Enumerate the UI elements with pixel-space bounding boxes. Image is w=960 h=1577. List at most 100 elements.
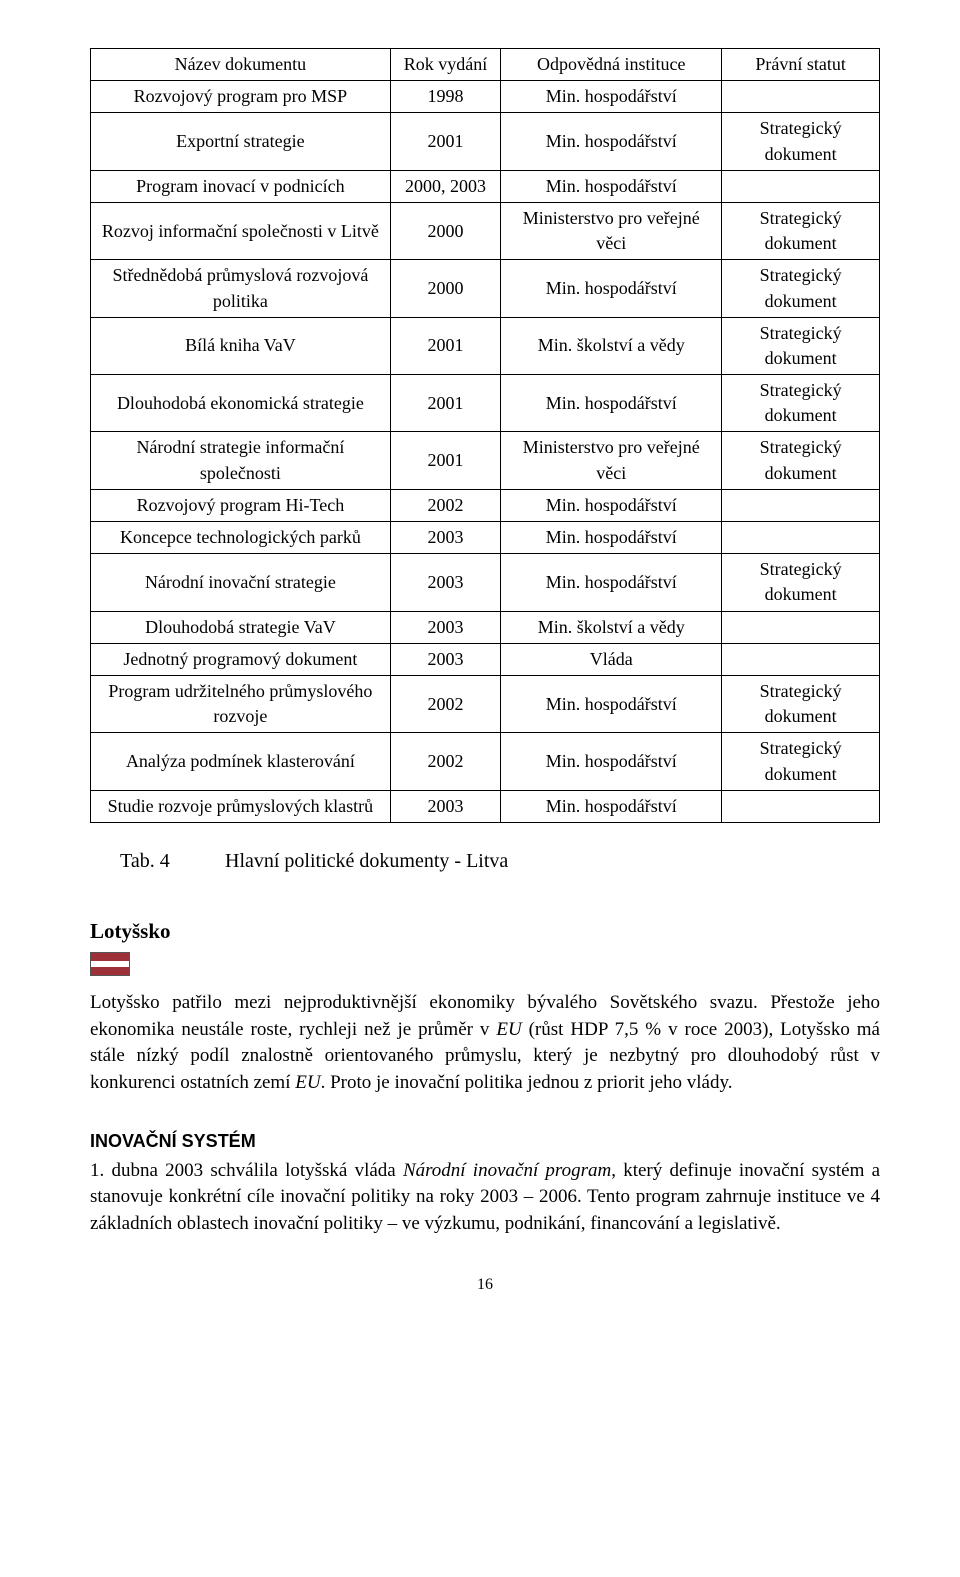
table-row: Jednotný programový dokument2003Vláda	[91, 643, 880, 675]
paragraph-2: 1. dubna 2003 schválila lotyšská vláda N…	[90, 1158, 880, 1238]
page-number: 16	[90, 1274, 880, 1296]
caption-label: Tab. 4	[120, 847, 220, 875]
cell-status	[722, 790, 880, 822]
cell-inst: Ministerstvo pro veřejné věci	[501, 202, 722, 259]
cell-name: Dlouhodobá strategie VaV	[91, 611, 391, 643]
cell-year: 2003	[390, 554, 500, 611]
table-row: Studie rozvoje průmyslových klastrů2003M…	[91, 790, 880, 822]
cell-status: Strategický dokument	[722, 432, 880, 489]
cell-inst: Ministerstvo pro veřejné věci	[501, 432, 722, 489]
cell-status: Strategický dokument	[722, 113, 880, 170]
cell-inst: Min. hospodářství	[501, 113, 722, 170]
cell-name: Střednědobá průmyslová rozvojová politik…	[91, 260, 391, 317]
cell-status: Strategický dokument	[722, 675, 880, 732]
cell-name: Národní strategie informační společnosti	[91, 432, 391, 489]
cell-status	[722, 170, 880, 202]
cell-name: Koncepce technologických parků	[91, 522, 391, 554]
table-row: Rozvojový program pro MSP1998Min. hospod…	[91, 81, 880, 113]
col-header-name: Název dokumentu	[91, 49, 391, 81]
table-row: Národní strategie informační společnosti…	[91, 432, 880, 489]
cell-year: 2000	[390, 260, 500, 317]
cell-name: Jednotný programový dokument	[91, 643, 391, 675]
cell-name: Analýza podmínek klasterování	[91, 733, 391, 790]
cell-year: 2003	[390, 643, 500, 675]
table-row: Program inovací v podnicích2000, 2003Min…	[91, 170, 880, 202]
cell-inst: Min. školství a vědy	[501, 611, 722, 643]
cell-inst: Min. hospodářství	[501, 554, 722, 611]
cell-name: Národní inovační strategie	[91, 554, 391, 611]
table-row: Dlouhodobá ekonomická strategie2001Min. …	[91, 375, 880, 432]
col-header-status: Právní statut	[722, 49, 880, 81]
cell-inst: Min. hospodářství	[501, 675, 722, 732]
table-row: Analýza podmínek klasterování2002Min. ho…	[91, 733, 880, 790]
cell-year: 2001	[390, 317, 500, 374]
cell-status: Strategický dokument	[722, 554, 880, 611]
cell-inst: Min. hospodářství	[501, 170, 722, 202]
cell-inst: Min. hospodářství	[501, 489, 722, 521]
section-heading: Lotyšsko	[90, 917, 880, 946]
table-row: Národní inovační strategie2003Min. hospo…	[91, 554, 880, 611]
paragraph-1: Lotyšsko patřilo mezi nejproduktivnější …	[90, 990, 880, 1096]
table-row: Rozvojový program Hi-Tech2002Min. hospod…	[91, 489, 880, 521]
table-row: Exportní strategie2001Min. hospodářstvíS…	[91, 113, 880, 170]
cell-status	[722, 522, 880, 554]
p2-text-pre: 1. dubna 2003 schválila lotyšská vláda	[90, 1160, 403, 1181]
caption-text: Hlavní politické dokumenty - Litva	[225, 850, 508, 872]
latvia-flag-icon	[90, 952, 130, 976]
table-row: Dlouhodobá strategie VaV2003Min. školstv…	[91, 611, 880, 643]
cell-year: 2002	[390, 733, 500, 790]
cell-status: Strategický dokument	[722, 260, 880, 317]
col-header-inst: Odpovědná instituce	[501, 49, 722, 81]
cell-inst: Min. hospodářství	[501, 790, 722, 822]
cell-name: Exportní strategie	[91, 113, 391, 170]
cell-status	[722, 611, 880, 643]
table-header-row: Název dokumentu Rok vydání Odpovědná ins…	[91, 49, 880, 81]
cell-inst: Min. hospodářství	[501, 733, 722, 790]
cell-year: 2002	[390, 675, 500, 732]
cell-name: Dlouhodobá ekonomická strategie	[91, 375, 391, 432]
cell-year: 1998	[390, 81, 500, 113]
p1-text-end: . Proto je inovační politika jednou z pr…	[321, 1072, 733, 1093]
cell-inst: Min. hospodářství	[501, 81, 722, 113]
table-row: Bílá kniha VaV2001Min. školství a vědySt…	[91, 317, 880, 374]
cell-year: 2001	[390, 113, 500, 170]
subheading-inovacni-system: INOVAČNÍ SYSTÉM	[90, 1129, 880, 1154]
table-caption: Tab. 4 Hlavní politické dokumenty - Litv…	[120, 847, 880, 875]
table-row: Rozvoj informační společnosti v Litvě200…	[91, 202, 880, 259]
cell-inst: Min. hospodářství	[501, 260, 722, 317]
cell-status	[722, 81, 880, 113]
table-row: Koncepce technologických parků2003Min. h…	[91, 522, 880, 554]
p1-em2: EU	[295, 1072, 320, 1093]
cell-inst: Vláda	[501, 643, 722, 675]
cell-year: 2003	[390, 611, 500, 643]
cell-year: 2000	[390, 202, 500, 259]
table-row: Střednědobá průmyslová rozvojová politik…	[91, 260, 880, 317]
cell-inst: Min. hospodářství	[501, 375, 722, 432]
cell-status	[722, 489, 880, 521]
cell-name: Program udržitelného průmyslového rozvoj…	[91, 675, 391, 732]
p1-em1: EU	[496, 1019, 521, 1040]
cell-year: 2002	[390, 489, 500, 521]
cell-name: Rozvojový program pro MSP	[91, 81, 391, 113]
cell-name: Studie rozvoje průmyslových klastrů	[91, 790, 391, 822]
cell-status: Strategický dokument	[722, 733, 880, 790]
cell-year: 2001	[390, 375, 500, 432]
cell-year: 2003	[390, 790, 500, 822]
cell-name: Bílá kniha VaV	[91, 317, 391, 374]
p2-em: Národní inovační program	[403, 1160, 611, 1181]
col-header-year: Rok vydání	[390, 49, 500, 81]
table-row: Program udržitelného průmyslového rozvoj…	[91, 675, 880, 732]
cell-name: Program inovací v podnicích	[91, 170, 391, 202]
documents-table: Název dokumentu Rok vydání Odpovědná ins…	[90, 48, 880, 823]
cell-status	[722, 643, 880, 675]
cell-year: 2001	[390, 432, 500, 489]
cell-inst: Min. školství a vědy	[501, 317, 722, 374]
cell-inst: Min. hospodářství	[501, 522, 722, 554]
cell-name: Rozvojový program Hi-Tech	[91, 489, 391, 521]
cell-status: Strategický dokument	[722, 317, 880, 374]
cell-name: Rozvoj informační společnosti v Litvě	[91, 202, 391, 259]
cell-year: 2003	[390, 522, 500, 554]
cell-year: 2000, 2003	[390, 170, 500, 202]
cell-status: Strategický dokument	[722, 202, 880, 259]
cell-status: Strategický dokument	[722, 375, 880, 432]
